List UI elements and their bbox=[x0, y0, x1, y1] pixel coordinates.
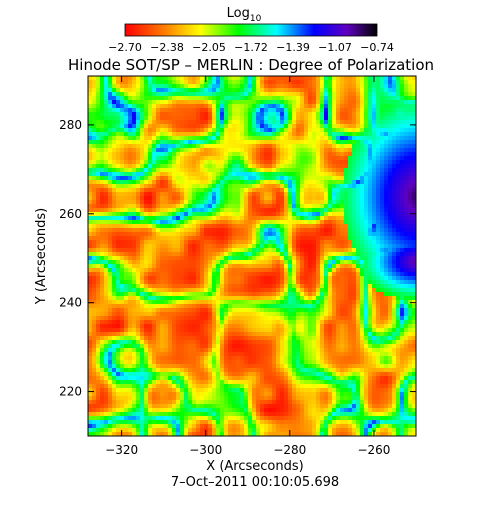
x-tick-label: −300 bbox=[189, 443, 222, 457]
colorbar bbox=[124, 23, 378, 37]
colorbar-tick-label: −2.70 bbox=[108, 41, 142, 54]
x-axis: −320 −300 −280 −260 bbox=[105, 76, 390, 457]
y-tick-label: 260 bbox=[59, 207, 82, 221]
y-axis: 220 240 260 280 bbox=[59, 118, 416, 399]
y-tick-label: 220 bbox=[59, 385, 82, 399]
colorbar-tick-label: −2.05 bbox=[192, 41, 226, 54]
y-tick-label: 280 bbox=[59, 118, 82, 132]
x-tick-label: −280 bbox=[273, 443, 306, 457]
x-tick-label: −320 bbox=[105, 443, 138, 457]
colorbar-tick-label: −1.72 bbox=[234, 41, 268, 54]
y-tick-label: 240 bbox=[59, 296, 82, 310]
x-axis-label: X (Arcseconds) bbox=[206, 459, 303, 474]
colorbar-tick-label: −0.74 bbox=[360, 41, 394, 54]
plot-frame bbox=[87, 75, 417, 437]
heatmap-image bbox=[88, 76, 416, 436]
timestamp: 7–Oct–2011 00:10:05.698 bbox=[171, 475, 339, 490]
colorbar-tick-label: −1.39 bbox=[276, 41, 310, 54]
colorbar-tick-label: −2.38 bbox=[150, 41, 184, 54]
colorbar-ticks: −2.70 −2.38 −2.05 −1.72 −1.39 −1.07 −0.74 bbox=[108, 41, 394, 54]
chart-title: Hinode SOT/SP – MERLIN : Degree of Polar… bbox=[68, 56, 434, 74]
x-tick-label: −260 bbox=[357, 443, 390, 457]
y-axis-label: Y (Arcseconds) bbox=[34, 208, 49, 305]
colorbar-tick-label: −1.07 bbox=[318, 41, 352, 54]
colorbar-label: Log10 bbox=[227, 6, 262, 24]
